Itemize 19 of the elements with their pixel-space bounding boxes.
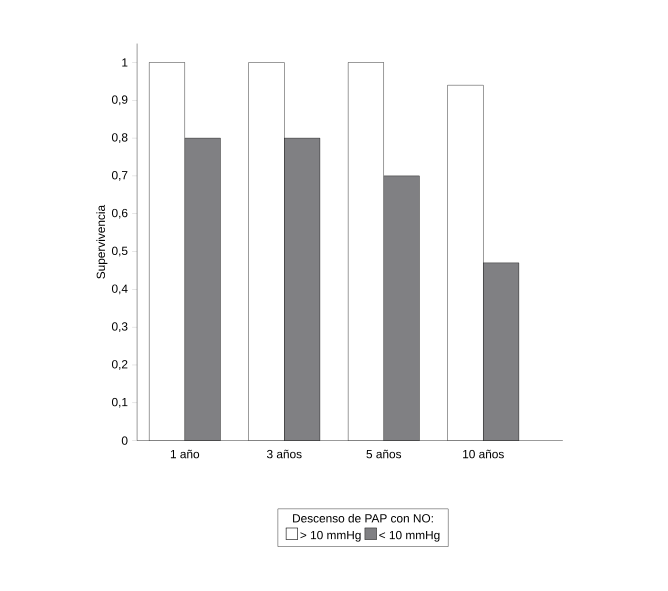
legend-label: > 10 mmHg <box>300 530 361 542</box>
y-tick-label: 0 <box>122 436 128 445</box>
y-axis-title: Supervivencia <box>96 204 108 279</box>
x-tick-label: 5 años <box>366 450 402 458</box>
y-tick-label: 0,6 <box>112 208 128 219</box>
legend-title: Descenso de PAP con NO: <box>293 514 433 522</box>
y-tick-label: 0,7 <box>112 170 128 181</box>
legend-label: < 10 mmHg <box>379 530 440 542</box>
y-tick-label: 0,1 <box>112 398 128 408</box>
x-tick-label: 10 años <box>463 450 504 458</box>
y-tick-label: 0,8 <box>112 133 128 143</box>
y-tick-label: 0,2 <box>112 360 128 370</box>
x-tick-label: 1 año <box>170 450 200 458</box>
x-tick-label: 3 años <box>266 450 302 458</box>
y-tick-label: 0,9 <box>112 95 128 106</box>
y-tick-label: 1 <box>122 58 128 66</box>
y-tick-label: 0,5 <box>112 246 128 256</box>
y-tick-label: 0,4 <box>112 284 128 294</box>
y-tick-label: 0,3 <box>112 322 128 332</box>
